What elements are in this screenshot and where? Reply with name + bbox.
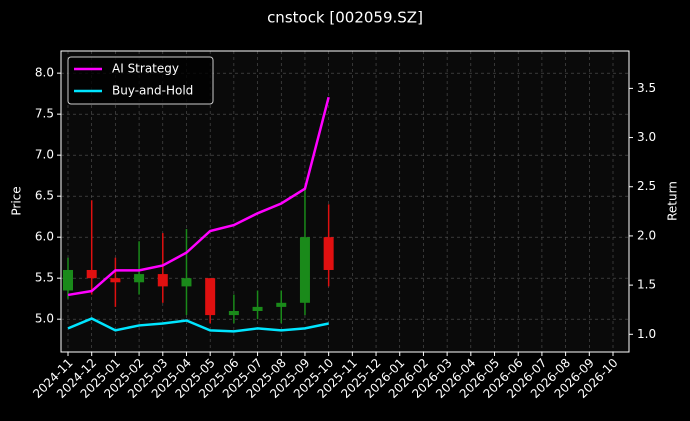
candle-body bbox=[134, 274, 145, 283]
y-tick-label: 5.5 bbox=[35, 271, 54, 285]
y2-tick-label: 2.5 bbox=[637, 179, 656, 193]
candle-body bbox=[157, 274, 168, 287]
y-tick-label: 7.0 bbox=[35, 148, 54, 162]
y2-tick-label: 1.0 bbox=[637, 327, 656, 341]
legend-label: AI Strategy bbox=[112, 62, 179, 76]
candle-body bbox=[110, 278, 121, 283]
candle-body bbox=[205, 278, 216, 316]
y-tick-label: 6.5 bbox=[35, 189, 54, 203]
y-axis-label: Price bbox=[10, 186, 24, 215]
y2-tick-label: 1.5 bbox=[637, 278, 656, 292]
return-line bbox=[67, 317, 329, 333]
plot-border bbox=[60, 50, 630, 353]
candle-body bbox=[228, 310, 239, 316]
legend-label: Buy-and-Hold bbox=[112, 84, 193, 98]
candle-body bbox=[86, 269, 97, 279]
chart-title: cnstock [002059.SZ] bbox=[267, 9, 423, 27]
y2-tick-label: 3.0 bbox=[637, 130, 656, 144]
candle-body bbox=[299, 237, 310, 303]
y-tick-label: 7.5 bbox=[35, 107, 54, 121]
y2-tick-label: 3.5 bbox=[637, 81, 656, 95]
y2-axis-label: Return bbox=[666, 181, 680, 221]
y-tick-label: 5.0 bbox=[35, 312, 54, 326]
y2-tick-label: 2.0 bbox=[637, 228, 656, 242]
legend-box bbox=[67, 56, 214, 105]
candle-body bbox=[323, 237, 334, 270]
candle-body bbox=[252, 306, 263, 311]
return-line bbox=[67, 96, 330, 297]
y-tick-label: 6.0 bbox=[35, 230, 54, 244]
candle-body bbox=[276, 302, 287, 307]
candle-body bbox=[181, 278, 192, 287]
candle-body bbox=[63, 269, 73, 291]
y-tick-label: 8.0 bbox=[35, 66, 54, 80]
